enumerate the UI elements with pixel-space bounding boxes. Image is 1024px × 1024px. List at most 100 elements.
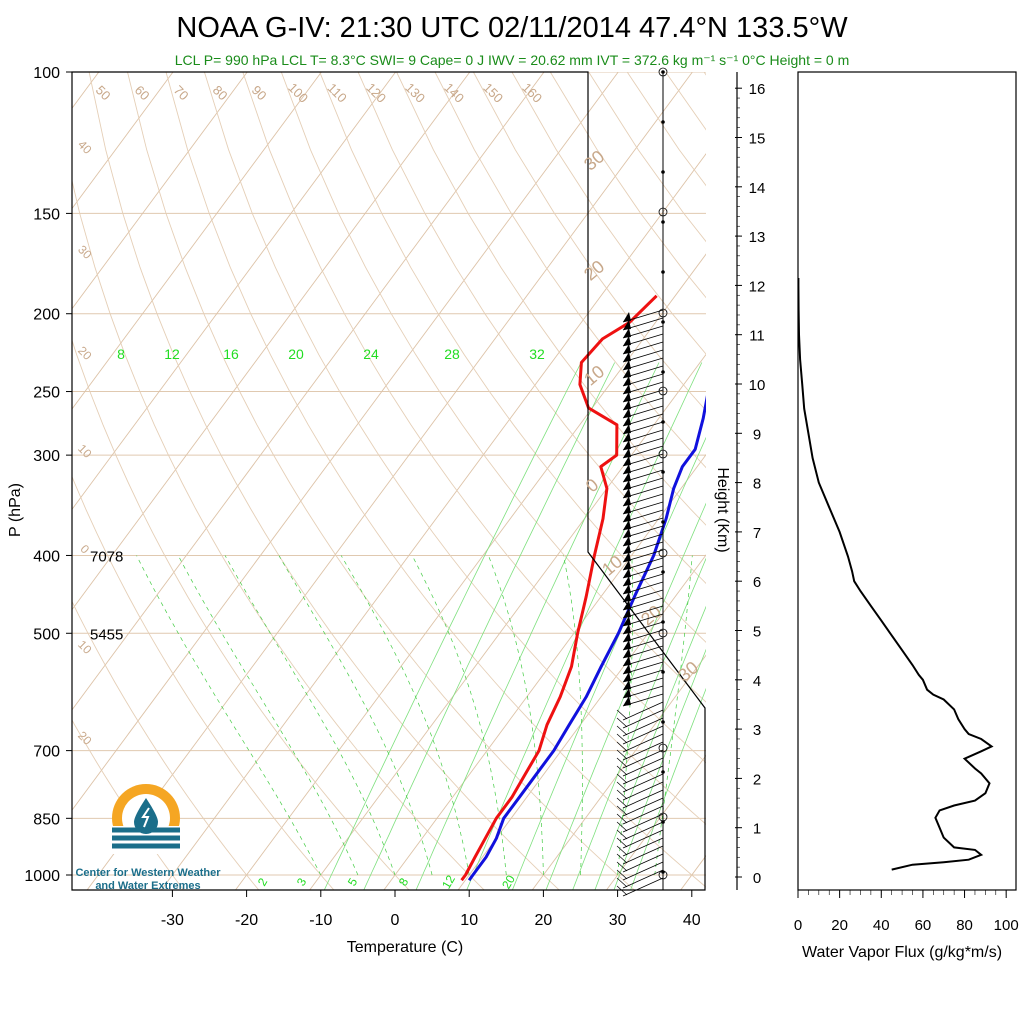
moist-adiabat-line: [411, 555, 507, 876]
wind-barb: [622, 829, 664, 849]
dry-adiabat-line: [743, 72, 1024, 892]
temperature-line: [460, 294, 658, 882]
y-tick-label: 150: [33, 206, 60, 223]
height-tick-label: 7: [753, 525, 761, 542]
mixing-ratio-label: 20: [288, 346, 304, 362]
height-tick-label: 15: [749, 131, 766, 148]
wind-barb-flag: [623, 568, 631, 578]
isotherm-line: [72, 72, 174, 210]
flux-x-tick-label: 80: [956, 917, 973, 934]
dry-adiabat-line: [72, 178, 485, 890]
wind-barb-feather: [616, 757, 628, 768]
theta-label: 30: [674, 657, 702, 685]
wind-barb-circle: [658, 67, 668, 77]
isotherm-label: 100: [285, 80, 311, 106]
y-tick-label: 100: [33, 65, 60, 82]
height-tick-label: 9: [753, 426, 761, 443]
isotherm-label: 50: [93, 82, 114, 103]
height-tick-label: 3: [753, 722, 761, 739]
isotherm-line: [828, 72, 1024, 892]
moist-adiabat-line: [224, 555, 396, 876]
mixing-ratio-line: [545, 502, 706, 890]
wind-barb-circle: [658, 628, 668, 638]
wind-barb-flag: [623, 600, 631, 610]
wind-barb-point: [661, 520, 665, 524]
wind-barb-flag: [623, 456, 631, 466]
wind-barb-point: [661, 70, 665, 74]
wind-barb-circle: [658, 449, 668, 459]
wind-barb: [622, 813, 664, 833]
wind-barb: [622, 789, 664, 809]
height-tick-label: 0: [753, 870, 761, 887]
theta-label: 30: [75, 242, 95, 262]
flux-x-tick-label: 60: [915, 917, 932, 934]
y-tick-label: 500: [33, 626, 60, 643]
wind-barb-feather: [616, 805, 628, 816]
dry-adiabat-line: [473, 72, 706, 412]
isotherm-line: [72, 72, 100, 109]
wind-barb-flag: [623, 528, 631, 538]
wind-barb-flag: [623, 336, 631, 346]
wind-barb-feather: [616, 869, 628, 880]
mixing-ratio-line: [630, 687, 706, 890]
wind-barb-flag: [623, 424, 631, 434]
isotherm-line: [753, 72, 1024, 892]
wind-barb-flag: [623, 552, 631, 562]
wind-barb: [622, 821, 664, 841]
wind-barb: [622, 861, 664, 881]
wind-barb-flag: [623, 616, 631, 626]
wind-barb-flag: [623, 680, 631, 690]
y-tick-label: 400: [33, 548, 60, 565]
mixing-ratio-label: 16: [223, 346, 239, 362]
wind-barb: [622, 845, 664, 865]
theta-label: 10: [75, 441, 95, 461]
flux-x-axis-label: Water Vapor Flux (g/kg*m/s): [802, 944, 1002, 961]
wind-barb-flag: [623, 520, 631, 530]
moist-adiabat-line: [177, 555, 359, 876]
mixing-ratio-line: [613, 648, 706, 890]
x-tick-label: -30: [161, 912, 184, 929]
x-tick-label: 20: [535, 912, 553, 929]
mixing-ratio-label: 24: [363, 346, 379, 362]
chart-subtitle: LCL P= 990 hPa LCL T= 8.3°C SWI= 9 Cape=…: [175, 52, 850, 68]
dry-adiabat-line: [72, 600, 260, 890]
height-tick-label: 1: [753, 821, 761, 838]
isotherm-line: [0, 72, 25, 892]
height-tick-label: 5: [753, 624, 761, 641]
wind-barb: [622, 805, 664, 825]
dry-adiabat-line: [242, 72, 706, 764]
wind-barb-flag: [623, 664, 631, 674]
height-label: 7078: [90, 548, 123, 565]
isotherm-label: 130: [402, 80, 428, 106]
wind-barb: [622, 869, 664, 889]
y-tick-label: 700: [33, 744, 60, 761]
wind-barb-feather: [616, 781, 628, 792]
wind-barb-feather: [616, 765, 628, 776]
wind-barb-flag: [623, 560, 631, 570]
wind-barb-flag: [623, 344, 631, 354]
y-tick-label: 200: [33, 307, 60, 324]
x-tick-label: 30: [609, 912, 627, 929]
flux-line: [798, 278, 994, 871]
wind-barb-flag: [623, 440, 631, 450]
isotherm-line: [86, 72, 693, 890]
wind-barb-flag: [623, 392, 631, 402]
moist-adiabat-line: [563, 555, 583, 876]
isotherm-line: [531, 654, 706, 890]
height-tick-label: 4: [753, 673, 761, 690]
height-tick-label: 11: [749, 328, 765, 345]
wind-barb-flag: [623, 640, 631, 650]
flux-frame: [797, 71, 1017, 891]
wind-barb-flag: [623, 496, 631, 506]
wind-barb-flag: [623, 536, 631, 546]
flux-y-axis-label: Height (Km): [714, 467, 731, 552]
wind-barb-feather: [616, 709, 628, 720]
flux-x-tick-label: 100: [994, 917, 1019, 934]
wind-barb-feather: [616, 733, 628, 744]
isotherm-label: 90: [249, 82, 270, 103]
isotherm-line: [72, 72, 396, 511]
wind-barb-point: [661, 170, 665, 174]
y-tick-label: 850: [33, 811, 60, 828]
wind-barb: [622, 709, 664, 729]
